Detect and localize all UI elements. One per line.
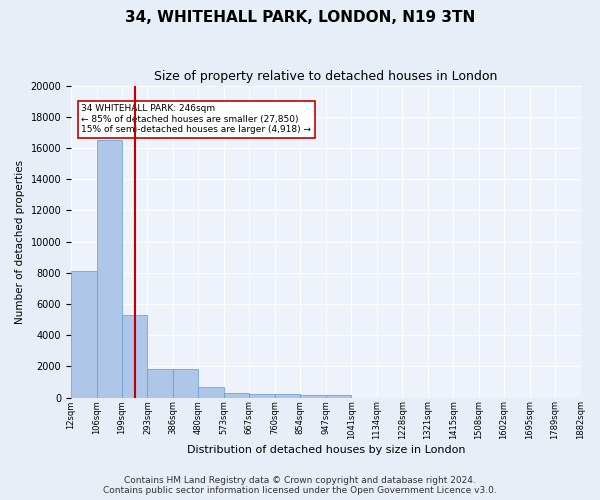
Bar [199,386,224,398]
Text: 34, WHITEHALL PARK, LONDON, N19 3TN: 34, WHITEHALL PARK, LONDON, N19 3TN [125,10,475,25]
Bar [148,370,173,398]
Title: Size of property relative to detached houses in London: Size of property relative to detached ho… [154,70,497,83]
Bar [326,395,351,398]
Bar [224,393,250,398]
Bar [275,394,300,398]
Y-axis label: Number of detached properties: Number of detached properties [15,160,25,324]
Bar [71,271,97,398]
Bar [250,394,275,398]
Text: 34 WHITEHALL PARK: 246sqm
← 85% of detached houses are smaller (27,850)
15% of s: 34 WHITEHALL PARK: 246sqm ← 85% of detac… [81,104,311,134]
Bar [173,370,199,398]
Bar [300,395,326,398]
Bar [97,140,122,398]
Bar [122,315,148,398]
X-axis label: Distribution of detached houses by size in London: Distribution of detached houses by size … [187,445,465,455]
Text: Contains HM Land Registry data © Crown copyright and database right 2024.
Contai: Contains HM Land Registry data © Crown c… [103,476,497,495]
